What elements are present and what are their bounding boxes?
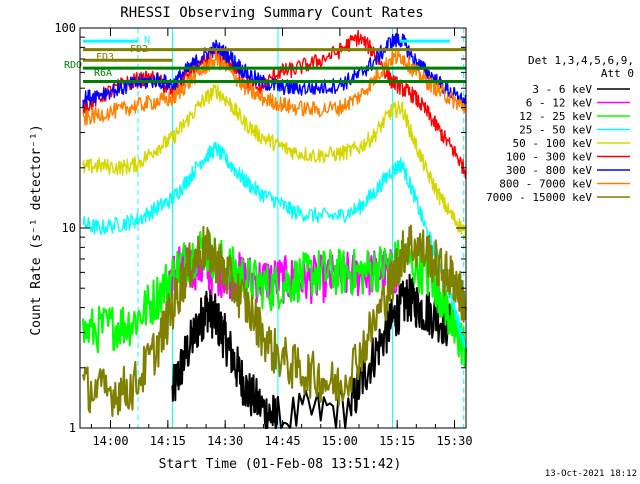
legend-entry-label-2: 12 - 25 keV (519, 110, 592, 123)
x-tick-label-4: 15:00 (322, 434, 358, 448)
x-axis-label: Start Time (01-Feb-08 13:51:42) (159, 457, 402, 472)
flag-label-fd2: FD2 (130, 44, 148, 55)
x-tick-label-5: 15:15 (379, 434, 415, 448)
legend-entry-label-6: 300 - 800 keV (506, 164, 592, 177)
legend-entry-label-3: 25 - 50 keV (519, 124, 592, 137)
series-line-8 (82, 224, 467, 418)
x-tick-label-0: 14:00 (92, 434, 128, 448)
plot-frame (79, 27, 467, 429)
legend-entry-label-5: 100 - 300 keV (506, 151, 592, 164)
flag-label-rdo: RDO (64, 60, 82, 71)
y-tick-label-0: 1 (69, 421, 76, 435)
series-line-4 (82, 83, 467, 240)
chart-title: RHESSI Observing Summary Count Rates (120, 5, 423, 21)
legend-entry-label-7: 800 - 7000 keV (499, 178, 592, 191)
legend-header-line1: Det 1,3,4,5,6,9, (528, 54, 634, 67)
legend-header-line2: Att 0 (601, 67, 634, 80)
x-tick-label-1: 14:15 (150, 434, 186, 448)
legend-entry-label-4: 50 - 100 keV (513, 137, 593, 150)
x-tick-label-6: 15:30 (436, 434, 472, 448)
series-line-0 (171, 273, 451, 429)
legend-entry-label-1: 6 - 12 keV (526, 97, 593, 110)
y-tick-label-1: 10 (62, 221, 76, 235)
flag-label-n: N (144, 35, 150, 46)
x-tick-label-2: 14:30 (207, 434, 243, 448)
legend-entry-label-0: 3 - 6 keV (532, 83, 592, 96)
footer-date: 13-Oct-2021 18:12 (545, 469, 637, 479)
series-line-3 (82, 141, 467, 349)
flag-label-r6a: R6A (94, 68, 112, 79)
x-tick-label-3: 14:45 (264, 434, 300, 448)
legend-entry-label-8: 7000 - 15000 keV (486, 191, 592, 204)
flag-label-fd3: FD3 (96, 52, 114, 63)
y-axis-label: Count Rate (s⁻¹ detector⁻¹) (29, 124, 44, 335)
y-tick-label-2: 100 (54, 21, 76, 35)
series-line-7 (82, 50, 467, 126)
